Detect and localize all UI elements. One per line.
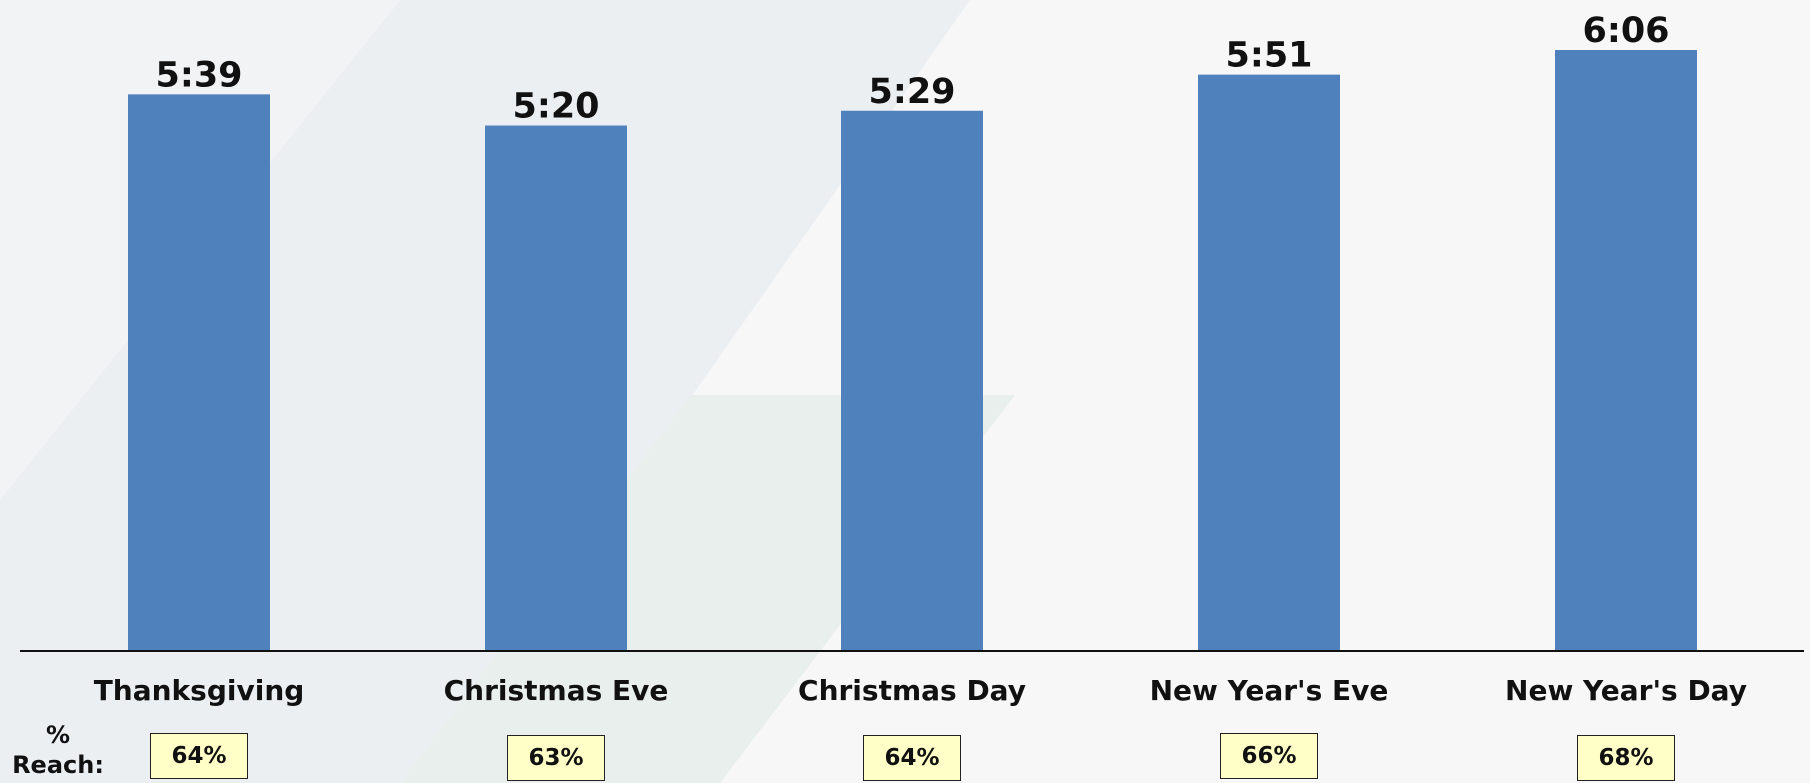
reach-row-label: % Reach:: [12, 721, 104, 779]
bar-1: [485, 125, 627, 651]
bar-value-label: 6:06: [1582, 11, 1669, 51]
reach-value-box: 68%: [1577, 735, 1675, 781]
bar-value-label: 5:51: [1225, 36, 1312, 76]
bar-2: [841, 110, 983, 651]
bar-3: [1198, 74, 1340, 651]
category-label: Christmas Day: [798, 674, 1026, 707]
category-label: Thanksgiving: [94, 674, 305, 707]
reach-value-box: 63%: [507, 735, 605, 781]
category-label: New Year's Eve: [1150, 674, 1389, 707]
bar-value-label: 5:20: [512, 87, 599, 127]
reach-value-box: 64%: [863, 735, 961, 781]
bar-value-label: 5:39: [155, 55, 242, 95]
category-label: New Year's Day: [1505, 674, 1747, 707]
bar-0: [128, 94, 270, 652]
reach-value-box: 66%: [1220, 733, 1318, 779]
category-label: Christmas Eve: [444, 674, 669, 707]
bar-4: [1555, 50, 1697, 651]
reach-value-box: 64%: [150, 733, 248, 779]
bar-value-label: 5:29: [868, 72, 955, 112]
